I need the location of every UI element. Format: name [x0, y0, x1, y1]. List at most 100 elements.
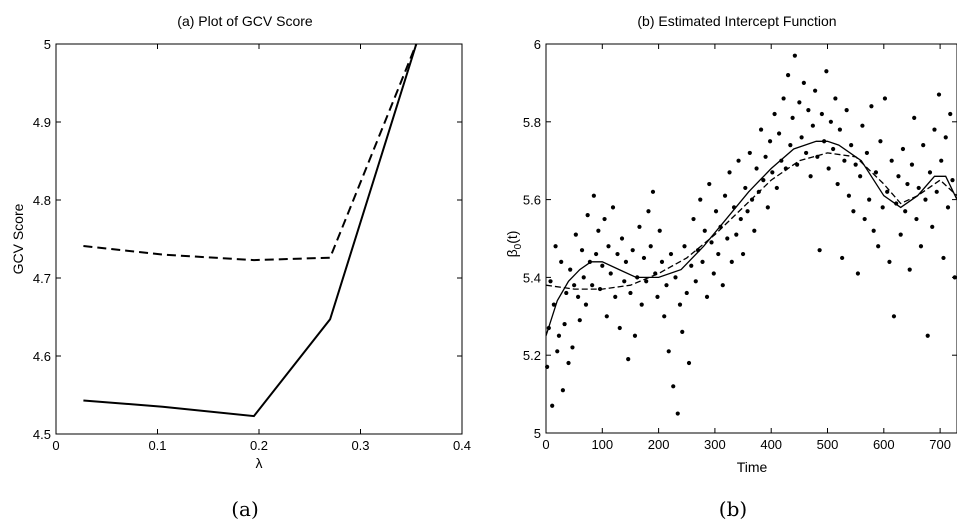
scatter-point [716, 251, 721, 257]
panel-caption: (b) [719, 497, 747, 521]
scatter-point [914, 216, 919, 222]
scatter-point [727, 170, 732, 175]
scatter-point [639, 302, 644, 307]
scatter-point [664, 283, 669, 288]
x-tick-label: 0.1 [148, 438, 166, 453]
scatter-point [594, 251, 599, 257]
scatter-point [765, 205, 770, 210]
axis-ticks: 0 100 200 300 400 500 600 700 5 5.2 5.4 5.6 5.8 6 [523, 37, 957, 452]
scatter-point [855, 271, 861, 276]
scatter-point [662, 314, 667, 319]
scatter-point [628, 290, 633, 296]
scatter-point [666, 349, 671, 354]
scatter-point [799, 135, 804, 140]
y-tick-label: 5 [44, 37, 51, 52]
scatter-point [891, 314, 897, 319]
scatter-point [668, 251, 674, 257]
scatter-point [747, 150, 752, 156]
scatter-point [813, 88, 818, 93]
scatter-point [626, 356, 631, 362]
scatter-point [858, 174, 863, 179]
scatter-point [630, 248, 635, 253]
scatter-point [579, 248, 585, 253]
scatter-point [610, 205, 616, 210]
scatter-point [907, 267, 912, 272]
scatter-point [622, 279, 627, 284]
scatter-point [671, 384, 676, 389]
scatter-point [559, 259, 564, 264]
x-tick-label: 300 [704, 437, 726, 452]
intercept-function-chart: (b) Estimated Intercept Function 0 100 200… [504, 13, 957, 521]
plot-frame [545, 43, 957, 434]
x-tick-label: 500 [817, 437, 839, 452]
scatter-point [785, 73, 791, 78]
scatter-point [556, 333, 562, 338]
scatter-point [704, 294, 710, 299]
scatter-point [693, 279, 698, 284]
scatter-point [617, 325, 622, 331]
scatter-point [550, 403, 555, 408]
scatter-point [648, 244, 653, 249]
scatter-point [936, 92, 942, 97]
scatter-point [774, 185, 779, 191]
scatter-point [729, 259, 734, 264]
scatter-point [889, 158, 894, 163]
scatter-point [851, 209, 856, 214]
scatter-point [900, 146, 906, 152]
scatter-point [619, 236, 625, 241]
scatter-point [743, 185, 748, 191]
scatter-point [869, 104, 874, 109]
scatter-point [801, 80, 806, 85]
scatter-point [808, 174, 813, 179]
scatter-point [905, 181, 910, 187]
y-tick-label: 4.9 [33, 115, 51, 130]
scatter-point [916, 185, 921, 191]
scatter-point [810, 123, 815, 128]
scatter-point [573, 232, 578, 237]
scatter-point [720, 283, 725, 288]
dashed-series-line [83, 43, 418, 262]
scatter-point [925, 333, 930, 338]
scatter-point [921, 143, 926, 148]
y-label-main: β [504, 249, 520, 257]
scatter-point [835, 181, 840, 187]
scatter-point [932, 127, 937, 132]
scatter-point [806, 108, 811, 113]
scatter-point [734, 232, 739, 237]
scatter-point [864, 150, 870, 156]
x-axis-label: Time [737, 459, 768, 475]
plot-frame [55, 43, 463, 435]
scatter-point [903, 209, 908, 214]
scatter-point [797, 100, 802, 105]
x-axis-label: λ [256, 455, 263, 471]
scatter-point [871, 228, 876, 233]
scatter-point [952, 275, 957, 280]
y-axis-label: GCV Score [10, 203, 26, 274]
scatter-point [738, 216, 743, 222]
scatter-point [860, 123, 865, 128]
x-tick-label: 0 [542, 437, 549, 452]
scatter-point [873, 170, 879, 175]
scatter-point [898, 232, 903, 237]
scatter-point [637, 224, 642, 229]
scatter-point [591, 193, 596, 198]
scatter-point [698, 197, 703, 202]
scatter-point [713, 209, 719, 214]
scatter-point [824, 69, 829, 74]
scatter-point [659, 259, 665, 264]
scatter-point [878, 139, 883, 144]
scatter-point [896, 174, 901, 179]
scatter-point [763, 154, 768, 159]
scatter-point [776, 131, 782, 136]
scatter-point [725, 236, 730, 241]
scatter-point [560, 388, 565, 393]
scatter-point [709, 240, 714, 245]
scatter-point [887, 259, 892, 264]
x-tick-label: 700 [929, 437, 951, 452]
scatter-point [596, 228, 601, 233]
scatter-point [772, 111, 777, 117]
scatter-point [553, 244, 558, 249]
scatter-point [833, 96, 838, 101]
y-tick-label: 5.4 [523, 270, 541, 285]
